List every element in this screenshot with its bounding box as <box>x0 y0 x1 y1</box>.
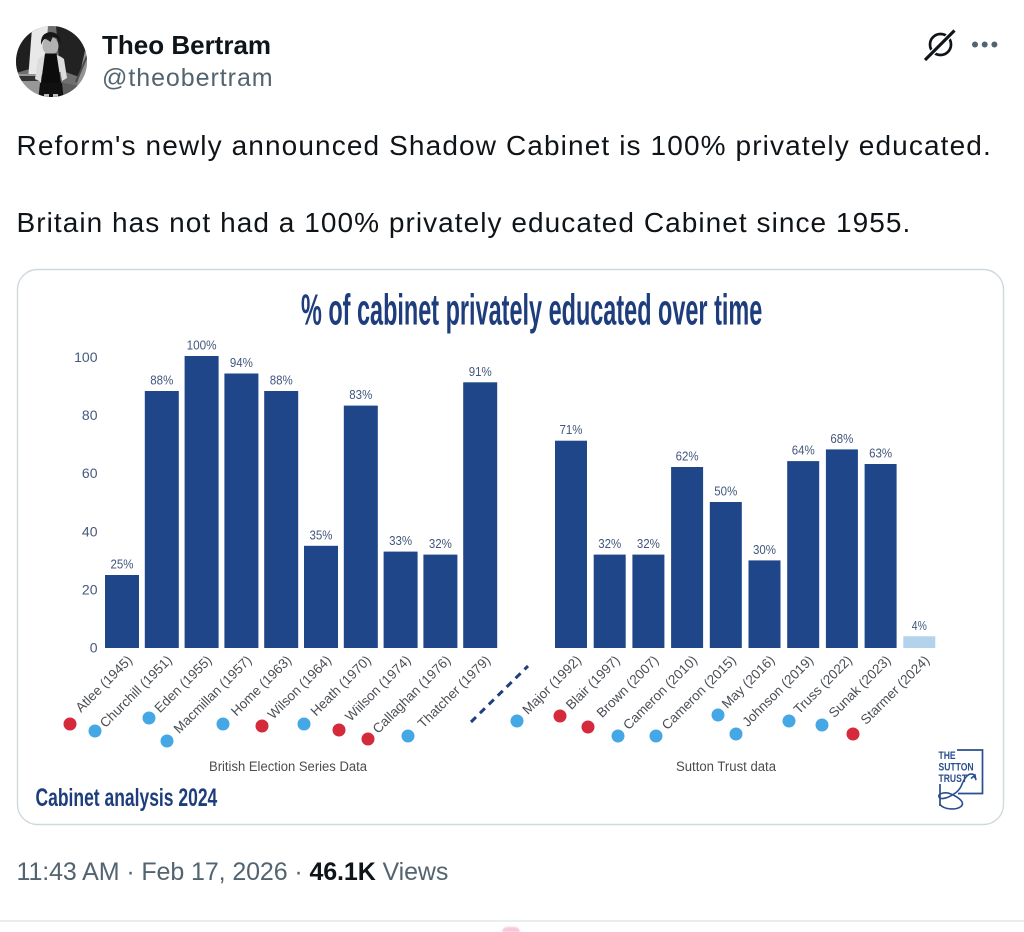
svg-text:30%: 30% <box>753 542 776 557</box>
svg-text:62%: 62% <box>676 449 699 464</box>
svg-text:33%: 33% <box>389 533 412 548</box>
svg-text:80: 80 <box>82 407 98 423</box>
svg-text:83%: 83% <box>349 387 372 402</box>
svg-text:Cabinet analysis 2024: Cabinet analysis 2024 <box>36 783 218 812</box>
svg-text:94%: 94% <box>230 355 253 370</box>
svg-text:THE: THE <box>939 750 957 762</box>
svg-text:20: 20 <box>82 581 98 597</box>
svg-text:40: 40 <box>82 523 98 539</box>
svg-text:32%: 32% <box>429 536 452 551</box>
svg-text:0: 0 <box>90 640 98 656</box>
svg-text:60: 60 <box>82 465 98 481</box>
svg-text:100%: 100% <box>187 338 217 353</box>
svg-text:35%: 35% <box>310 527 333 542</box>
svg-text:64%: 64% <box>792 443 815 458</box>
svg-text:TRUST: TRUST <box>939 773 968 785</box>
svg-text:88%: 88% <box>270 373 293 388</box>
svg-text:32%: 32% <box>637 536 660 551</box>
svg-text:% of cabinet privately educate: % of cabinet privately educated over tim… <box>301 286 762 335</box>
svg-text:88%: 88% <box>150 373 173 388</box>
svg-text:British Election Series Data: British Election Series Data <box>209 759 367 774</box>
svg-text:100: 100 <box>74 349 98 365</box>
svg-text:50%: 50% <box>714 484 737 499</box>
svg-text:71%: 71% <box>560 422 583 437</box>
svg-text:25%: 25% <box>111 557 134 572</box>
svg-text:4%: 4% <box>912 618 927 633</box>
svg-text:68%: 68% <box>830 431 853 446</box>
svg-text:91%: 91% <box>469 364 492 379</box>
svg-text:SUTTON: SUTTON <box>939 762 974 774</box>
svg-text:Sutton Trust data: Sutton Trust data <box>676 759 776 774</box>
svg-text:63%: 63% <box>869 446 892 461</box>
svg-text:32%: 32% <box>598 536 621 551</box>
